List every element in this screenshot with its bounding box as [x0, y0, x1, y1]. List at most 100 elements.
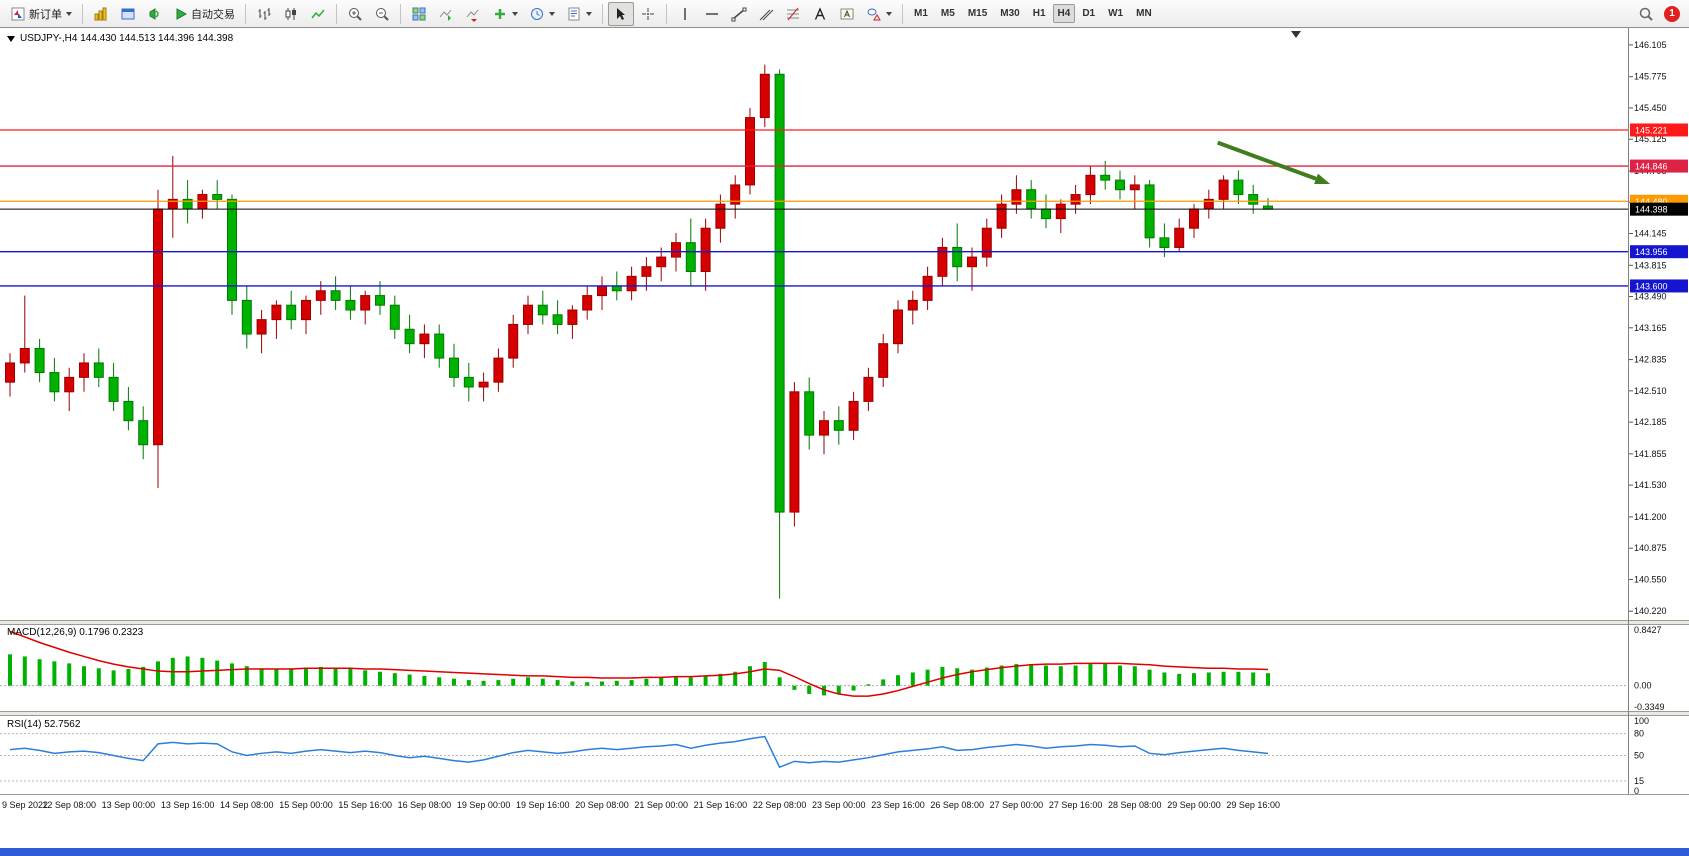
price-tick-label: 145.125 [1634, 134, 1667, 144]
auto-scroll-icon [439, 9, 452, 21]
price-tick-label: 145.450 [1634, 103, 1667, 113]
separator [666, 3, 667, 24]
svg-text:19 Sep 00:00: 19 Sep 00:00 [457, 800, 511, 810]
timeframe-w1[interactable]: W1 [1108, 8, 1124, 19]
candlestick-chart-icon [285, 7, 296, 20]
rsi-line [9, 735, 1269, 769]
price-tick-label: 141.855 [1634, 449, 1667, 459]
svg-text:144.398: 144.398 [1635, 205, 1668, 215]
separator [400, 3, 401, 24]
rsi-axis-label: 15 [1634, 776, 1644, 786]
bar-chart-icon [258, 7, 271, 20]
periods-button[interactable] [524, 2, 560, 26]
new-order-icon [11, 7, 25, 20]
rsi-axis-label: 100 [1634, 716, 1649, 726]
new-order-label: 新订单 [29, 8, 62, 21]
horizontal-line-button[interactable] [699, 2, 725, 26]
price-tick-label: 145.775 [1634, 72, 1667, 82]
price-label-143.600 [1630, 279, 1688, 293]
svg-text:20 Sep 08:00: 20 Sep 08:00 [575, 800, 629, 810]
timeframe-m15[interactable]: M15 [967, 8, 988, 19]
svg-text:28 Sep 08:00: 28 Sep 08:00 [1108, 800, 1162, 810]
trendline-button[interactable] [726, 2, 752, 26]
candlestick-chart-button[interactable] [278, 2, 304, 26]
line-chart-button[interactable] [305, 2, 331, 26]
chevron-down-icon [586, 11, 592, 16]
alerts-button[interactable] [142, 2, 168, 26]
vertical-line-button[interactable] [672, 2, 698, 26]
svg-text:23 Sep 00:00: 23 Sep 00:00 [812, 800, 866, 810]
chevron-down-icon [886, 11, 892, 16]
price-tick-label: 140.875 [1634, 543, 1667, 553]
rsi-axis-label: 50 [1634, 751, 1644, 761]
line-chart-icon [311, 9, 325, 18]
timeframe-d1[interactable]: D1 [1082, 8, 1096, 19]
timeframe-m5[interactable]: M5 [940, 8, 955, 19]
chevron-down-icon [66, 11, 72, 16]
text-button[interactable] [807, 2, 833, 26]
charts-profile-icon [94, 7, 107, 20]
crosshair-button[interactable] [635, 2, 661, 26]
zoom-in-icon [349, 7, 362, 21]
svg-text:21 Sep 00:00: 21 Sep 00:00 [634, 800, 688, 810]
template-icon [568, 7, 580, 20]
chevron-down-icon [549, 11, 555, 16]
svg-text:15 Sep 16:00: 15 Sep 16:00 [338, 800, 392, 810]
cursor-arrow-icon [617, 7, 625, 20]
separator [336, 3, 337, 24]
chevron-down-icon [512, 11, 518, 16]
macd-histogram [8, 654, 1270, 696]
indicators-plus-icon [495, 8, 505, 19]
text-label-icon [840, 8, 854, 19]
search-button[interactable] [1633, 2, 1659, 26]
svg-text:14 Sep 08:00: 14 Sep 08:00 [220, 800, 274, 810]
price-tick-label: 140.550 [1634, 574, 1667, 584]
chart-shift-marker-icon[interactable] [1291, 31, 1301, 38]
bar-chart-button[interactable] [251, 2, 277, 26]
chart-shift-button[interactable] [460, 2, 486, 26]
timeframe-h4[interactable]: H4 [1052, 4, 1076, 23]
autotrade-button[interactable]: 自动交易 [169, 2, 240, 26]
svg-text:19 Sep 16:00: 19 Sep 16:00 [516, 800, 570, 810]
macd-axis-zero: 0.00 [1634, 681, 1652, 691]
timeframe-m1[interactable]: M1 [914, 8, 928, 19]
candlestick-series [5, 64, 1273, 599]
chart-canvas[interactable]: 146.105145.775145.450145.125144.795144.4… [0, 28, 1689, 856]
svg-text:26 Sep 08:00: 26 Sep 08:00 [930, 800, 984, 810]
svg-text:21 Sep 16:00: 21 Sep 16:00 [694, 800, 748, 810]
svg-text:27 Sep 16:00: 27 Sep 16:00 [1049, 800, 1103, 810]
ohlc-collapse-icon[interactable] [7, 35, 15, 42]
bottom-scrollbar[interactable] [0, 848, 1689, 856]
price-tick-label: 141.200 [1634, 512, 1667, 522]
notification-badge[interactable]: 1 [1664, 5, 1680, 22]
cursor-button[interactable] [608, 1, 634, 26]
price-tick-label: 146.105 [1634, 40, 1667, 50]
timeframe-m30[interactable]: M30 [1000, 8, 1020, 19]
svg-text:23 Sep 16:00: 23 Sep 16:00 [871, 800, 925, 810]
zoom-out-button[interactable] [369, 2, 395, 26]
indicators-button[interactable] [487, 2, 523, 26]
price-tick-label: 140.220 [1634, 606, 1667, 616]
zoom-in-button[interactable] [342, 2, 368, 26]
svg-text:29 Sep 00:00: 29 Sep 00:00 [1167, 800, 1221, 810]
svg-text:143.956: 143.956 [1635, 247, 1668, 257]
chart-shift-icon [466, 9, 479, 22]
price-label-145.221 [1630, 123, 1688, 137]
separator [82, 3, 83, 24]
timeframe-h1[interactable]: H1 [1032, 8, 1046, 19]
fibonacci-button[interactable] [780, 2, 806, 26]
auto-scroll-button[interactable] [433, 2, 459, 26]
channel-button[interactable] [753, 2, 779, 26]
new-order-button[interactable]: 新订单 [5, 2, 77, 26]
charts-profile-button[interactable] [88, 2, 114, 26]
trend-arrow-annotation[interactable] [1216, 140, 1331, 184]
templates-button[interactable] [561, 2, 597, 26]
text-label-button[interactable] [834, 2, 860, 26]
crosshair-icon [642, 7, 654, 20]
tile-windows-button[interactable] [406, 2, 432, 26]
bid-price-label [1630, 202, 1688, 216]
separator [245, 3, 246, 24]
shapes-button[interactable] [861, 2, 897, 26]
data-window-button[interactable] [115, 2, 141, 26]
timeframe-mn[interactable]: MN [1136, 8, 1152, 19]
